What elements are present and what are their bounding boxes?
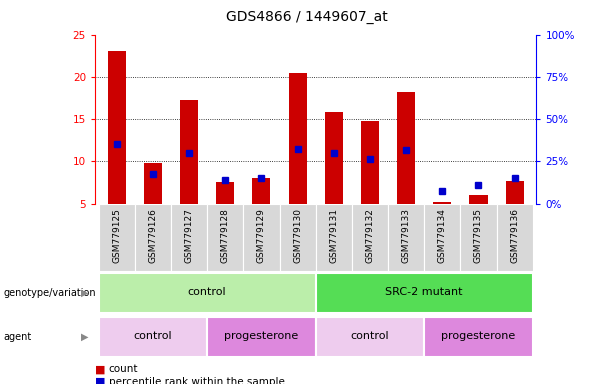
Text: GDS4866 / 1449607_at: GDS4866 / 1449607_at <box>226 10 387 24</box>
Text: genotype/variation: genotype/variation <box>3 288 96 298</box>
Bar <box>470 195 487 204</box>
Bar <box>99 273 316 313</box>
Text: count: count <box>109 364 138 374</box>
Bar <box>361 121 379 204</box>
Text: ▶: ▶ <box>82 332 89 342</box>
Bar <box>99 317 207 357</box>
Bar <box>135 204 171 271</box>
Bar <box>433 202 451 204</box>
Bar <box>99 204 135 271</box>
Text: GSM779135: GSM779135 <box>474 208 483 263</box>
Text: GSM779128: GSM779128 <box>221 209 230 263</box>
Text: GSM779133: GSM779133 <box>402 208 411 263</box>
Bar <box>144 163 162 204</box>
Text: percentile rank within the sample: percentile rank within the sample <box>109 377 284 384</box>
Text: GSM779131: GSM779131 <box>329 208 338 263</box>
Text: ▶: ▶ <box>82 288 89 298</box>
Text: GSM779129: GSM779129 <box>257 209 266 263</box>
Bar <box>424 204 460 271</box>
Text: GSM779134: GSM779134 <box>438 209 447 263</box>
Bar <box>289 73 306 204</box>
Bar <box>506 181 524 204</box>
Bar <box>280 204 316 271</box>
Text: GSM779125: GSM779125 <box>112 209 121 263</box>
Text: GSM779127: GSM779127 <box>185 209 194 263</box>
Text: progesterone: progesterone <box>441 331 516 341</box>
Bar <box>325 112 343 204</box>
Bar <box>180 99 198 204</box>
Bar <box>216 182 234 204</box>
Bar <box>243 204 280 271</box>
Bar <box>397 92 415 204</box>
Text: agent: agent <box>3 332 31 342</box>
Text: SRC-2 mutant: SRC-2 mutant <box>386 287 463 297</box>
Bar <box>108 51 126 204</box>
Bar <box>316 204 352 271</box>
Text: GSM779136: GSM779136 <box>510 208 519 263</box>
Text: progesterone: progesterone <box>224 331 299 341</box>
Text: control: control <box>188 287 226 297</box>
Bar <box>316 317 424 357</box>
Text: control: control <box>351 331 389 341</box>
Bar <box>352 204 388 271</box>
Bar <box>171 204 207 271</box>
Bar <box>388 204 424 271</box>
Text: ■: ■ <box>95 364 105 374</box>
Text: GSM779126: GSM779126 <box>148 209 158 263</box>
Bar <box>316 273 533 313</box>
Text: ■: ■ <box>95 377 105 384</box>
Bar <box>253 178 270 204</box>
Text: GSM779130: GSM779130 <box>293 208 302 263</box>
Text: GSM779132: GSM779132 <box>365 209 375 263</box>
Bar <box>460 204 497 271</box>
Bar <box>424 317 533 357</box>
Bar <box>497 204 533 271</box>
Bar <box>207 317 316 357</box>
Text: control: control <box>134 331 172 341</box>
Bar <box>207 204 243 271</box>
